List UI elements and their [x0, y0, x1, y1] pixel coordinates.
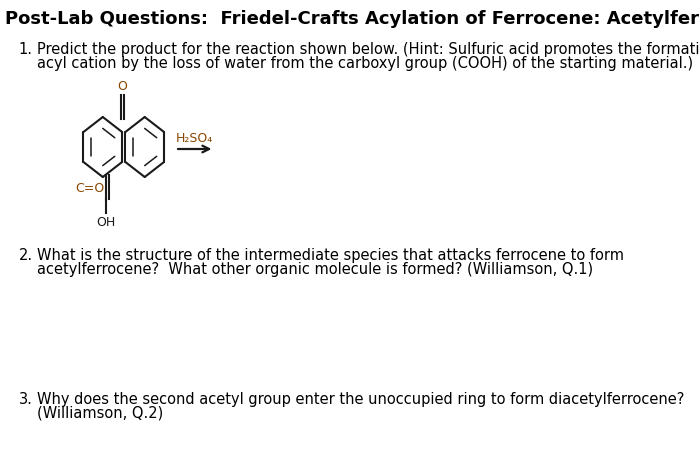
Text: (Williamson, Q.2): (Williamson, Q.2) — [37, 405, 163, 420]
Text: O: O — [118, 80, 127, 93]
Text: 2.: 2. — [19, 247, 33, 263]
Text: 1.: 1. — [19, 42, 33, 57]
Text: Why does the second acetyl group enter the unoccupied ring to form diacetylferro: Why does the second acetyl group enter t… — [37, 391, 685, 406]
Text: 3.: 3. — [19, 391, 33, 406]
Text: acetylferrocene?  What other organic molecule is formed? (Williamson, Q.1): acetylferrocene? What other organic mole… — [37, 262, 594, 276]
Text: acyl cation by the loss of water from the carboxyl group (COOH) of the starting : acyl cation by the loss of water from th… — [37, 56, 693, 71]
Text: Predict the product for the reaction shown below. (Hint: Sulfuric acid promotes : Predict the product for the reaction sho… — [37, 42, 700, 57]
Text: C=O: C=O — [76, 182, 105, 195]
Text: OH: OH — [97, 216, 116, 229]
Text: Post-Lab Questions:  Friedel-Crafts Acylation of Ferrocene: Acetylferrocene: Post-Lab Questions: Friedel-Crafts Acyla… — [6, 10, 700, 28]
Text: What is the structure of the intermediate species that attacks ferrocene to form: What is the structure of the intermediat… — [37, 247, 624, 263]
Text: H₂SO₄: H₂SO₄ — [176, 131, 214, 144]
